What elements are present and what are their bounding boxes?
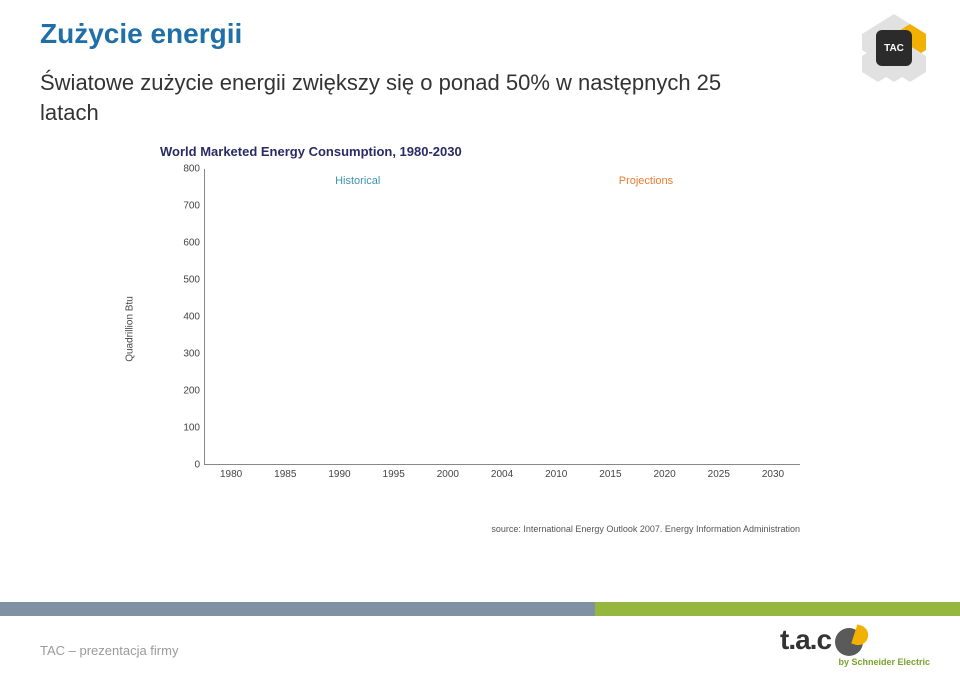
- logo-text: t.a.c: [780, 624, 831, 656]
- slide-subtitle: Światowe zużycie energii zwiększy się o …: [40, 68, 760, 127]
- y-ticks: 0100200300400500600700800: [160, 169, 204, 465]
- logo-dot-icon: [835, 628, 863, 656]
- x-tick-label: 2025: [692, 465, 746, 489]
- y-tick-label: 700: [183, 201, 200, 212]
- y-tick-label: 600: [183, 238, 200, 249]
- x-ticks: 1980198519901995200020042010201520202025…: [204, 465, 800, 489]
- energy-chart: World Marketed Energy Consumption, 1980-…: [160, 144, 800, 524]
- tac-badge: TAC: [858, 12, 930, 84]
- bars-container: [205, 169, 800, 464]
- slide-title: Zużycie energii: [40, 18, 242, 50]
- x-tick-label: 1985: [258, 465, 312, 489]
- plot-area: [204, 169, 800, 465]
- chart-title: World Marketed Energy Consumption, 1980-…: [160, 144, 800, 159]
- chart-source: source: International Energy Outlook 200…: [491, 524, 800, 534]
- tac-logo: t.a.c by Schneider Electric: [780, 624, 930, 672]
- y-tick-label: 800: [183, 164, 200, 175]
- logo-subtext: by Schneider Electric: [780, 657, 930, 667]
- x-tick-label: 2000: [421, 465, 475, 489]
- y-tick-label: 0: [194, 460, 200, 471]
- y-tick-label: 100: [183, 423, 200, 434]
- logo-main: t.a.c: [780, 624, 930, 656]
- x-tick-label: 1980: [204, 465, 258, 489]
- x-tick-label: 2030: [746, 465, 800, 489]
- y-axis-label: Quadrillion Btu: [125, 296, 136, 362]
- x-tick-label: 2004: [475, 465, 529, 489]
- y-tick-label: 400: [183, 312, 200, 323]
- y-tick-label: 200: [183, 386, 200, 397]
- badge-center: TAC: [876, 30, 912, 66]
- y-tick-label: 300: [183, 349, 200, 360]
- footer-bar-grey: [0, 602, 595, 616]
- y-tick-label: 500: [183, 275, 200, 286]
- footer-text: TAC – prezentacja firmy: [40, 643, 178, 658]
- x-tick-label: 2010: [529, 465, 583, 489]
- x-tick-label: 1995: [367, 465, 421, 489]
- x-tick-label: 2020: [638, 465, 692, 489]
- chart-area: Historical Projections Quadrillion Btu 0…: [160, 169, 800, 489]
- x-tick-label: 2015: [583, 465, 637, 489]
- footer-bar: [0, 602, 960, 616]
- x-tick-label: 1990: [312, 465, 366, 489]
- footer-bar-green: [595, 602, 960, 616]
- slide: { "title": { "text": "Zużycie energii", …: [0, 0, 960, 688]
